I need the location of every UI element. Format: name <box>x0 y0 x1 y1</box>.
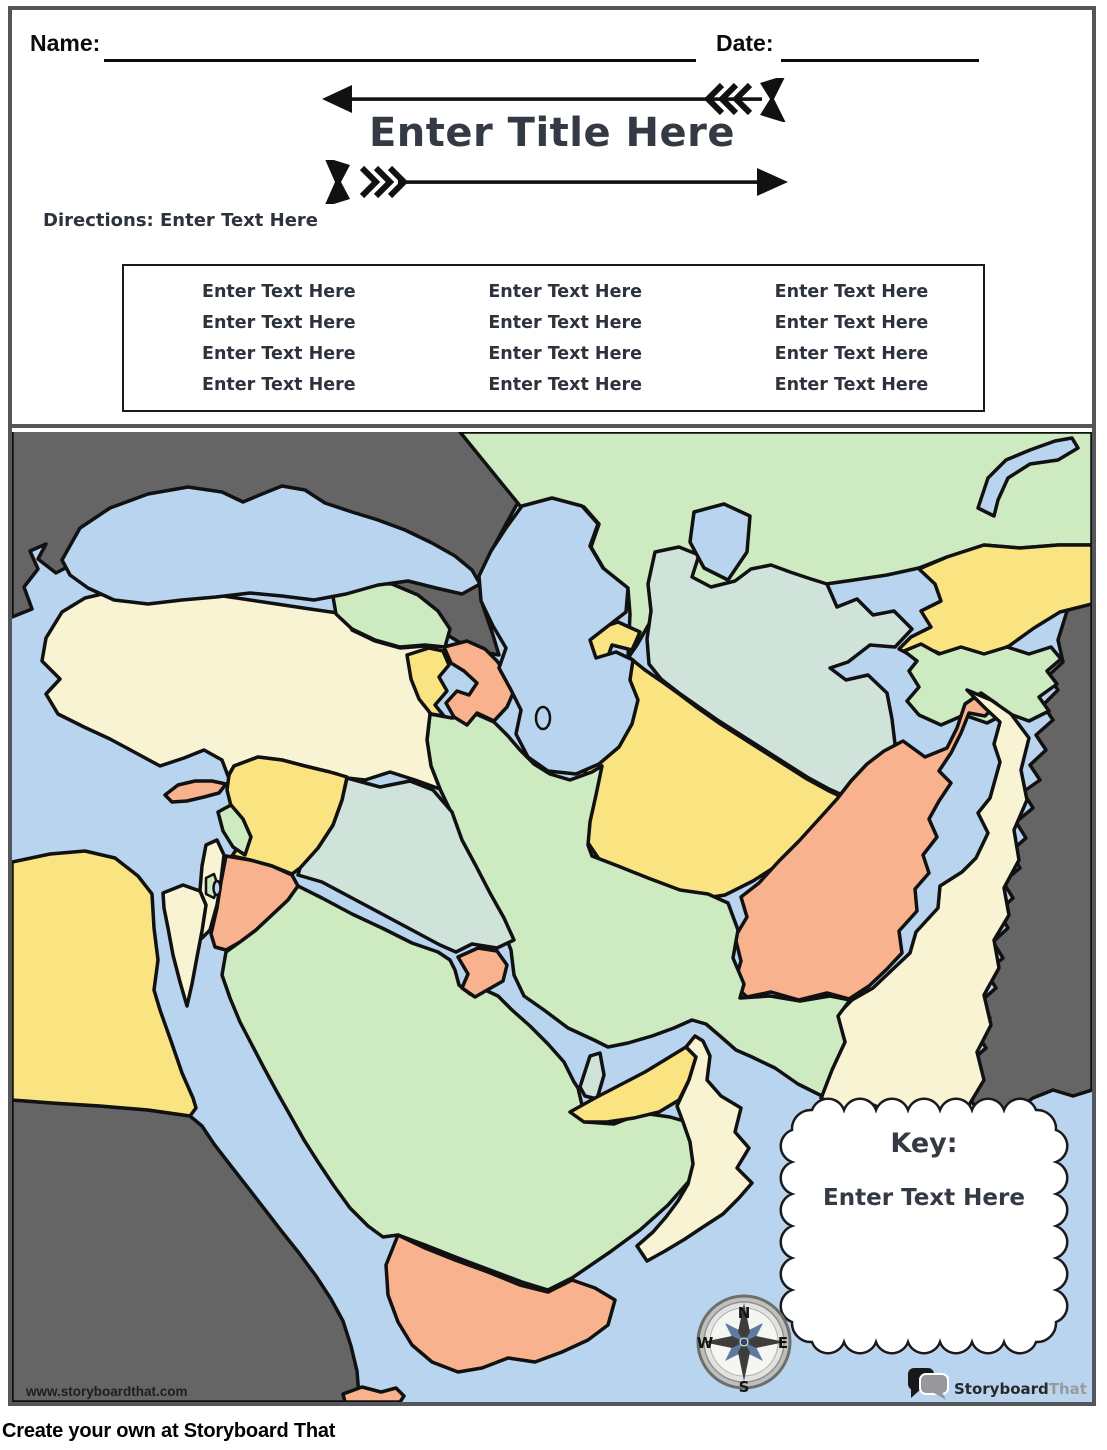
storyboardthat-logo: StoryboardThat <box>908 1368 1087 1400</box>
lake-urmia <box>534 705 552 731</box>
region-qatar <box>578 1051 606 1101</box>
compass-west-label: W <box>697 1334 714 1352</box>
word-bank-item[interactable]: Enter Text Here <box>202 343 356 364</box>
compass-east-label: E <box>778 1334 788 1352</box>
region-kuwait <box>456 946 509 999</box>
lake-balkhash <box>976 436 1080 518</box>
date-input-line[interactable] <box>781 34 979 62</box>
name-input-line[interactable] <box>104 34 696 62</box>
compass-north-label: N <box>738 1304 751 1322</box>
compass-south-label: S <box>739 1378 750 1396</box>
region-lebanon <box>216 803 253 857</box>
black-sea <box>60 484 482 606</box>
name-label: Name: <box>30 30 101 56</box>
title-arrow-left-icon <box>322 78 786 122</box>
worksheet-title[interactable]: Enter Title Here <box>368 110 736 156</box>
logo-text-storyboard: Storyboard <box>954 1380 1049 1398</box>
word-bank-item[interactable]: Enter Text Here <box>774 312 929 333</box>
date-label: Date: <box>716 30 774 56</box>
logo-text-that: That <box>1049 1380 1087 1398</box>
dead-sea <box>212 879 222 897</box>
region-azerbaijan <box>442 639 516 727</box>
word-bank-item[interactable]: Enter Text Here <box>488 343 642 364</box>
worksheet-frame: Name: Date: Enter Title Here Directions:… <box>8 6 1096 1406</box>
word-bank-item[interactable]: Enter Text Here <box>774 374 929 395</box>
title-arrow-right-icon <box>325 160 788 204</box>
region-djibouti <box>341 1385 406 1402</box>
region-yemen <box>384 1233 617 1374</box>
footer-credit: Create your own at Storyboard That <box>2 1420 336 1442</box>
word-bank-box: Enter Text Here Enter Text Here Enter Te… <box>122 264 985 412</box>
word-bank-item[interactable]: Enter Text Here <box>488 374 642 395</box>
caspian-sea <box>477 496 640 776</box>
compass-rose-icon: N S W E <box>696 1294 792 1396</box>
region-tajikistan <box>902 642 1063 727</box>
logo-speech-bubble-gray-icon <box>919 1373 949 1395</box>
word-bank-item[interactable]: Enter Text Here <box>202 281 356 302</box>
directions-text[interactable]: Directions: Enter Text Here <box>43 210 319 231</box>
key-placeholder-text: Enter Text Here <box>823 1185 1025 1211</box>
region-afghanistan <box>732 691 999 1002</box>
word-bank-item[interactable]: Enter Text Here <box>774 343 929 364</box>
word-bank-item[interactable]: Enter Text Here <box>774 281 929 302</box>
map-area: Key: Enter Text Here <box>12 432 1092 1402</box>
region-armenia <box>405 646 451 718</box>
word-bank-item[interactable]: Enter Text Here <box>488 281 642 302</box>
svg-text:StoryboardThat: StoryboardThat <box>954 1380 1087 1398</box>
word-bank-item[interactable]: Enter Text Here <box>202 374 356 395</box>
region-oman <box>635 1034 754 1263</box>
region-iran <box>425 712 852 1098</box>
region-egypt-sinai <box>161 883 208 1008</box>
region-turkey <box>40 585 442 791</box>
aral-sea <box>688 502 752 582</box>
region-cyprus <box>163 779 228 804</box>
word-bank-item[interactable]: Enter Text Here <box>488 312 642 333</box>
watermark-url: www.storyboardthat.com <box>25 1384 188 1399</box>
worksheet-header: Name: Date: Enter Title Here Directions:… <box>12 10 1092 428</box>
map-key-box[interactable]: Key: Enter Text Here <box>779 1097 1069 1355</box>
word-bank-item[interactable]: Enter Text Here <box>202 312 356 333</box>
key-title: Key: <box>890 1128 957 1159</box>
region-egypt <box>12 849 198 1118</box>
